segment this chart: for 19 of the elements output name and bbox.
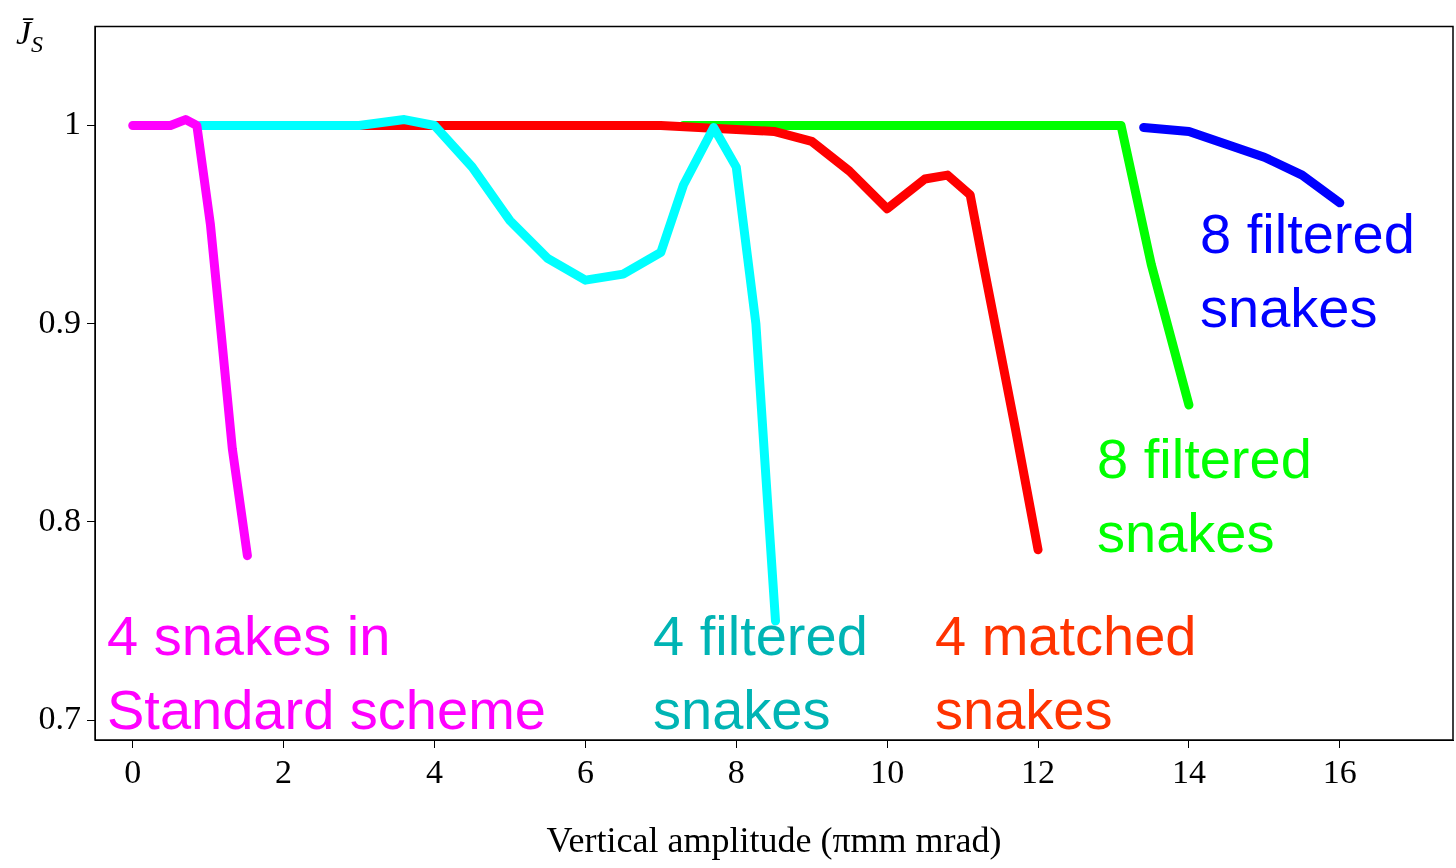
y-tick-label: 0.9 bbox=[38, 302, 81, 340]
y-tick-label: 0.8 bbox=[38, 500, 81, 538]
x-axis-title: Vertical amplitude (πmm mrad) bbox=[546, 819, 1002, 860]
x-tick-label: 8 bbox=[727, 753, 745, 791]
x-tick-label: 4 bbox=[426, 753, 443, 791]
series-label: 8 filtered snakes bbox=[1097, 427, 1312, 564]
x-tick-label: 14 bbox=[1171, 753, 1206, 791]
x-tick-label: 2 bbox=[275, 753, 293, 791]
y-tick-label: 1 bbox=[64, 104, 81, 142]
y-tick-label: 0.7 bbox=[38, 699, 81, 737]
text: 4 snakes in Standard scheme bbox=[107, 604, 546, 741]
x-tick-label: 12 bbox=[1021, 753, 1056, 791]
x-tick-label: 0 bbox=[124, 753, 142, 791]
text: 4 matched snakes bbox=[935, 604, 1197, 741]
x-tick-label: 16 bbox=[1322, 753, 1357, 791]
x-tick-label: 10 bbox=[870, 753, 905, 791]
x-tick-label: 6 bbox=[576, 753, 594, 791]
series-label: 4 filtered snakes bbox=[653, 604, 868, 741]
series-label: 8 filtered snakes bbox=[1200, 202, 1415, 339]
